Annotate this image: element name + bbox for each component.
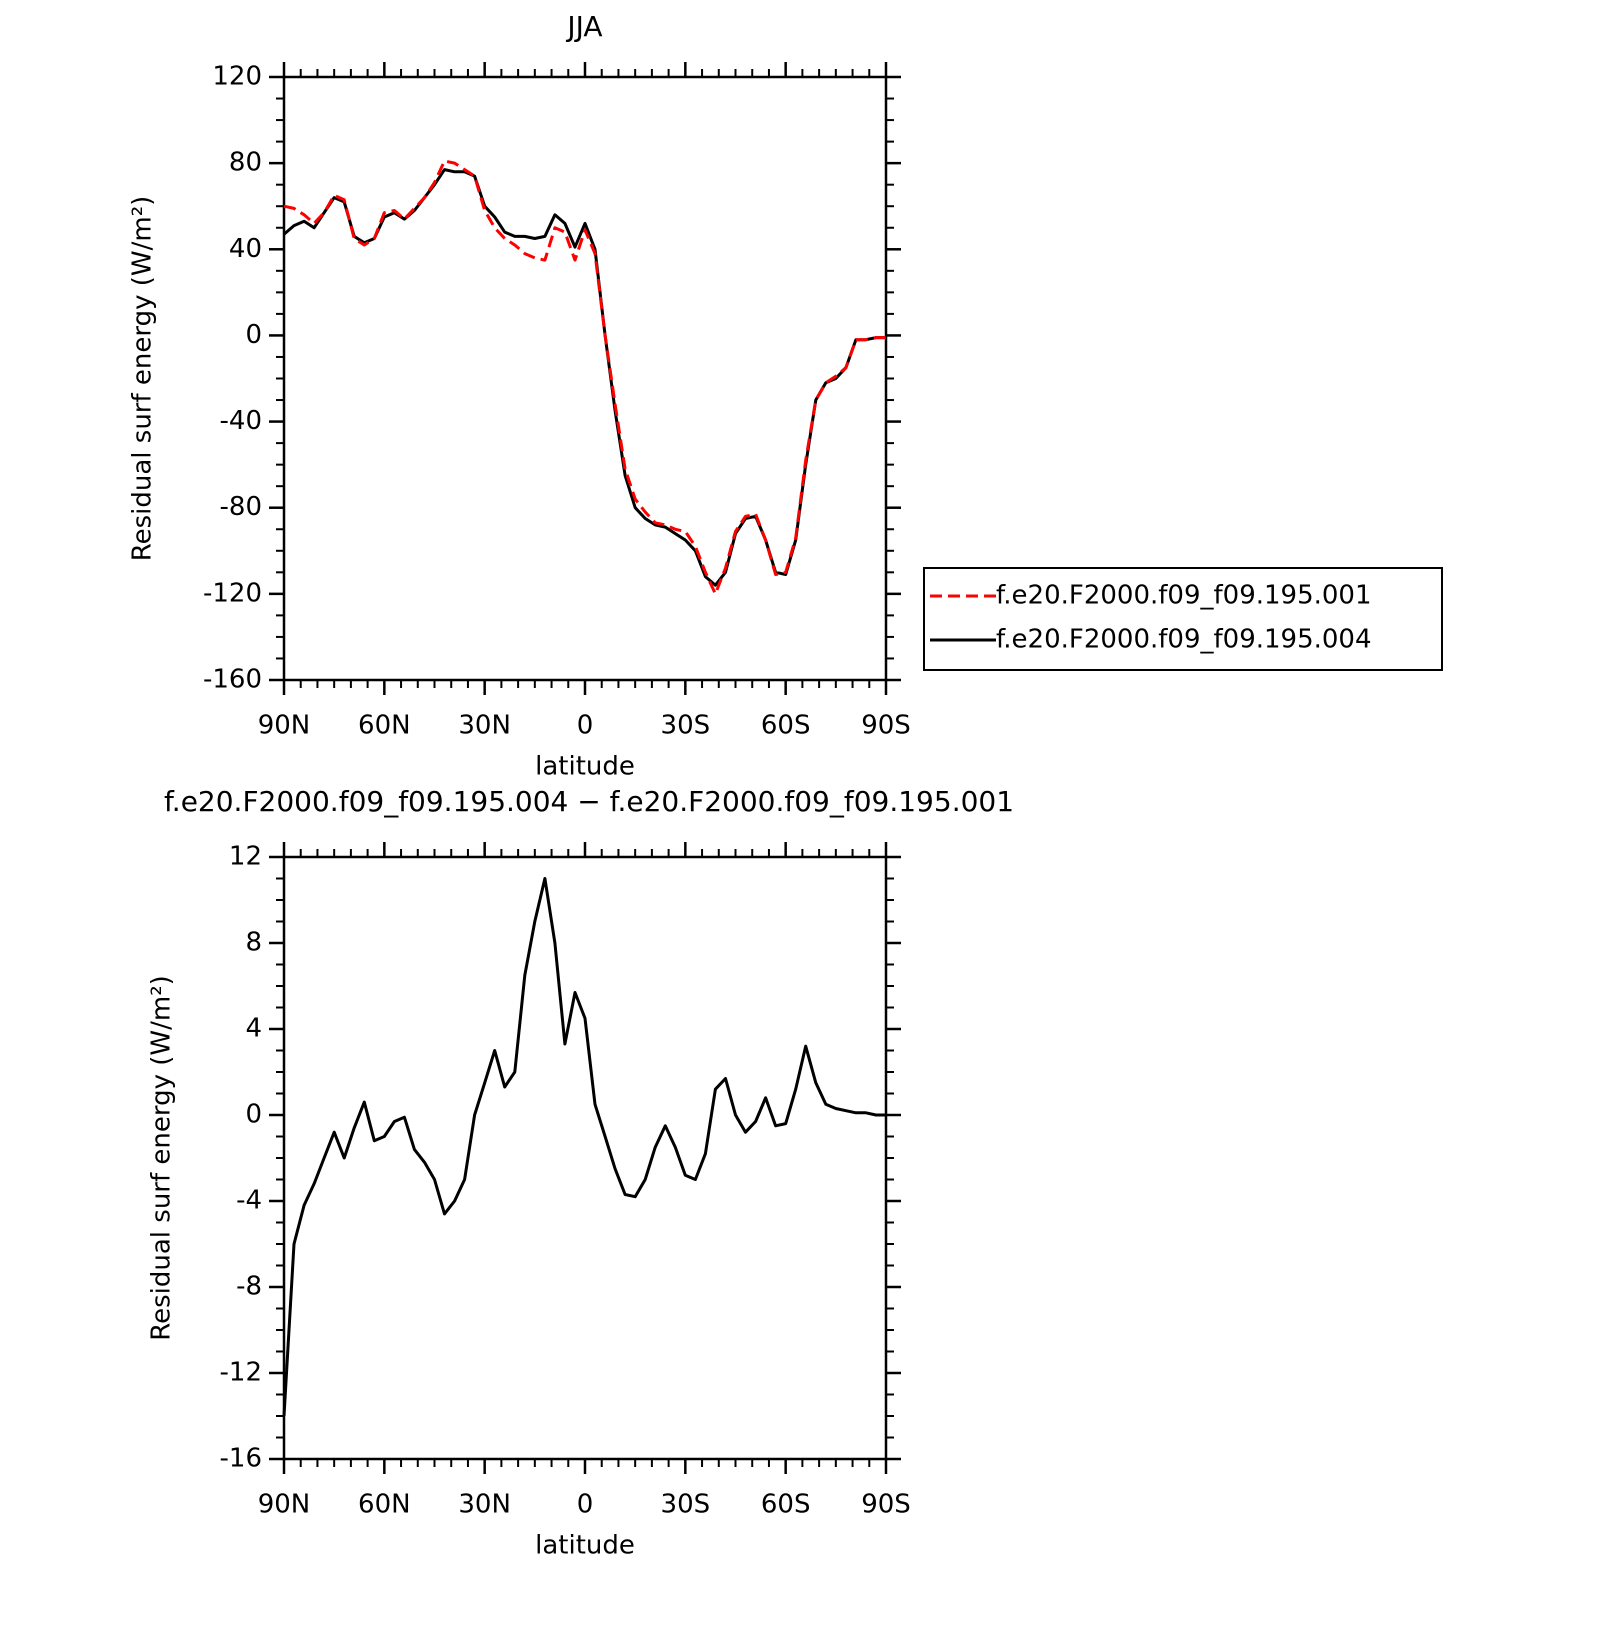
y-tick-label: -8 — [236, 1272, 262, 1302]
y-tick-label: -40 — [220, 406, 262, 436]
y-tick-label: 0 — [245, 1100, 262, 1130]
plot-frame — [282, 855, 888, 1461]
y-tick-label: -80 — [220, 492, 262, 522]
y-axis-label: Residual surf energy (W/m²) — [128, 196, 158, 562]
y-tick-label: -12 — [220, 1358, 262, 1388]
x-tick-label: 90N — [258, 1490, 311, 1520]
x-tick-label: 30S — [661, 711, 711, 741]
y-tick-label: 120 — [212, 62, 262, 92]
y-tick-label: 12 — [229, 842, 262, 872]
y-tick-label: 80 — [229, 148, 262, 178]
chart-title: f.e20.F2000.f09_f09.195.004 − f.e20.F200… — [164, 785, 1014, 818]
y-tick-label: -160 — [203, 665, 262, 695]
y-tick-label: 8 — [245, 928, 262, 958]
legend-label: f.e20.F2000.f09_f09.195.001 — [996, 581, 1372, 611]
x-tick-label: 30N — [458, 711, 511, 741]
x-tick-label: 60N — [358, 711, 411, 741]
chart-title: JJA — [565, 10, 602, 43]
plot-frame — [282, 75, 888, 682]
x-tick-label: 90N — [258, 711, 311, 741]
x-axis-label: latitude — [535, 752, 635, 782]
x-tick-label: 0 — [577, 1490, 594, 1520]
legend-label: f.e20.F2000.f09_f09.195.004 — [996, 625, 1372, 655]
x-tick-label: 60S — [761, 1490, 811, 1520]
x-tick-label: 60S — [761, 711, 811, 741]
x-tick-label: 30S — [661, 1490, 711, 1520]
data-line — [282, 877, 886, 1417]
x-tick-label: 60N — [358, 1490, 411, 1520]
y-axis-label: Residual surf energy (W/m²) — [147, 975, 177, 1341]
legend-box — [923, 567, 1443, 671]
data-line — [283, 168, 886, 587]
y-tick-label: -16 — [220, 1444, 262, 1474]
x-tick-label: 0 — [577, 711, 594, 741]
y-tick-label: 4 — [245, 1014, 262, 1044]
x-axis-label: latitude — [535, 1531, 635, 1561]
x-tick-label: 90S — [861, 1490, 911, 1520]
x-tick-label: 30N — [458, 1490, 511, 1520]
y-tick-label: 40 — [229, 234, 262, 264]
y-tick-label: -120 — [203, 578, 262, 608]
data-line — [283, 159, 886, 596]
y-tick-label: -4 — [236, 1186, 262, 1216]
x-tick-label: 90S — [861, 711, 911, 741]
y-tick-label: 0 — [245, 320, 262, 350]
